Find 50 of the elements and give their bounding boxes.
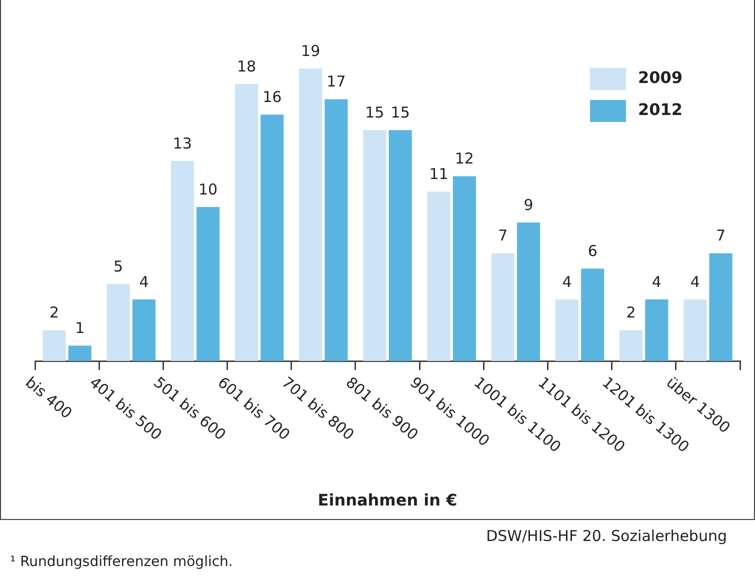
bar — [709, 253, 732, 361]
bar — [324, 99, 348, 361]
bar — [388, 130, 412, 361]
bar — [42, 330, 66, 361]
data-label: 6 — [588, 242, 598, 260]
bar — [684, 299, 707, 361]
data-label: 19 — [301, 42, 320, 60]
text: ¹ Rundungsdifferenzen möglich. — [10, 554, 233, 570]
data-label: 4 — [562, 272, 572, 291]
data-label: 4 — [139, 272, 149, 291]
data-label: 5 — [114, 257, 124, 276]
data-label: 7 — [498, 226, 508, 245]
data-label: 4 — [690, 272, 700, 291]
bar — [645, 299, 668, 361]
legend-label: 2012 — [638, 100, 683, 120]
bar — [106, 284, 130, 361]
bar — [170, 160, 194, 361]
bar — [260, 114, 284, 361]
bar — [68, 346, 92, 361]
bar — [620, 330, 643, 361]
data-label: 11 — [429, 165, 448, 184]
data-label: 2 — [626, 304, 636, 322]
bar — [516, 222, 540, 361]
data-label: 16 — [262, 88, 282, 106]
bar — [581, 268, 604, 361]
legend-label: 2009 — [638, 68, 683, 88]
bar — [363, 130, 386, 361]
data-label: 18 — [236, 57, 256, 76]
bar — [234, 84, 258, 361]
bar — [555, 299, 578, 361]
data-label: 15 — [390, 103, 410, 122]
x-axis-title: Einnahmen in € — [318, 490, 458, 510]
bar — [427, 192, 450, 361]
bar — [196, 207, 220, 361]
bar — [491, 253, 514, 361]
data-label: 13 — [172, 134, 192, 152]
data-label: 9 — [524, 196, 534, 214]
data-label: 12 — [454, 150, 474, 168]
data-label: 7 — [716, 226, 726, 245]
data-label: 15 — [365, 103, 384, 122]
data-label: 17 — [326, 72, 346, 91]
text: DSW/HIS-HF 20. Sozialerhebung — [486, 527, 727, 545]
bar — [452, 176, 476, 361]
data-label: 4 — [652, 272, 662, 291]
data-label: 1 — [75, 318, 85, 337]
data-label: 10 — [198, 180, 218, 198]
x-tick-label: bis 400 — [22, 373, 76, 422]
bar — [299, 68, 322, 361]
data-label: 2 — [49, 304, 59, 322]
bar — [132, 299, 156, 361]
